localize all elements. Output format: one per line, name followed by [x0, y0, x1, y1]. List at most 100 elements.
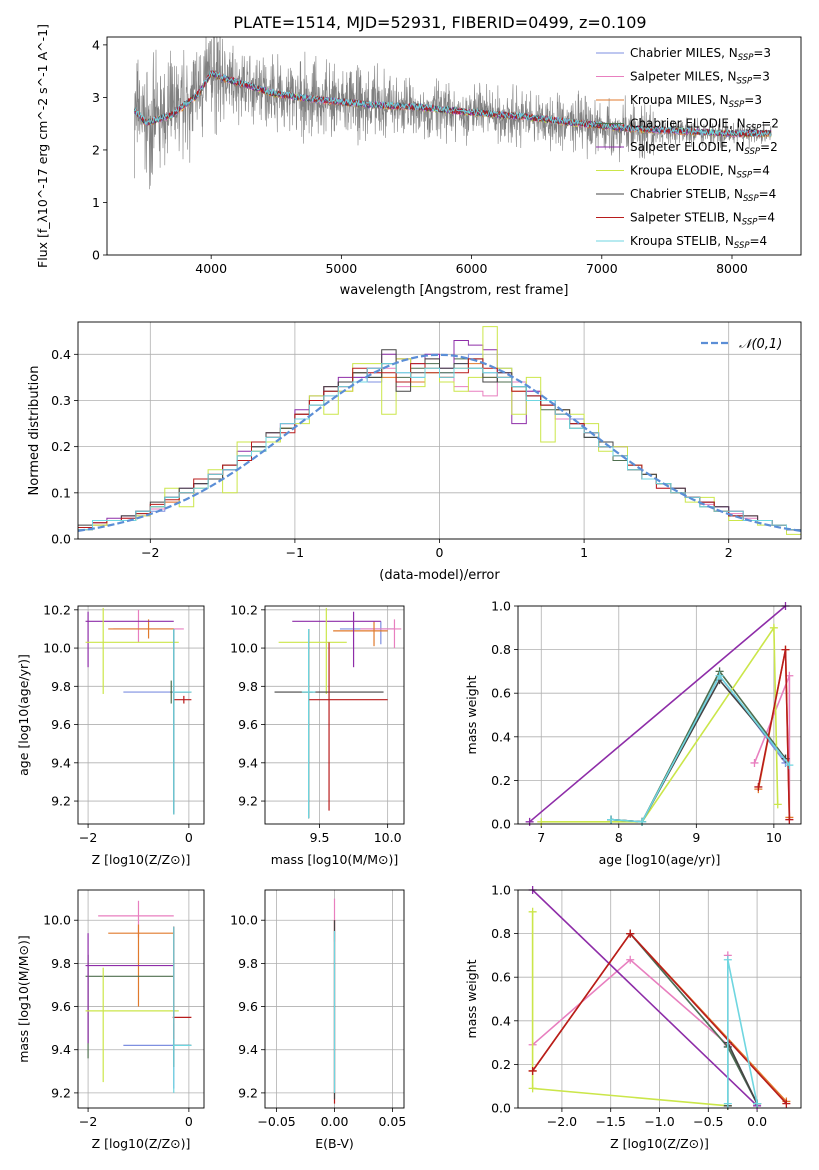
- figure-title: PLATE=1514, MJD=52931, FIBERID=0499, z=0…: [233, 13, 646, 32]
- legend-label-main: Salpeter ELODIE, N: [630, 140, 744, 154]
- legend-label: Kroupa ELODIE, NSSP=4: [630, 164, 770, 181]
- weight-marker-kroupa_stelib: [753, 1099, 762, 1108]
- y-tick-label: 0.2: [491, 773, 511, 788]
- weight-marker-salpeter_stelib: [781, 645, 790, 654]
- x-tick-label: 0: [436, 545, 444, 560]
- y-tick-label: 0.4: [491, 1013, 511, 1028]
- x-tick-label: 0.0: [747, 1114, 767, 1129]
- y-tick-label: 9.2: [238, 794, 258, 809]
- legend-label-tail: =2: [760, 140, 778, 154]
- legend-label-tail: =2: [761, 117, 779, 131]
- x-tick-label: 10.0: [374, 830, 402, 845]
- axes-frame: [264, 889, 405, 1109]
- axes-frame: [517, 889, 802, 1109]
- y-tick-label: 9.8: [238, 956, 258, 971]
- legend-label-tail: =3: [752, 70, 770, 84]
- legend-label: Chabrier ELODIE, NSSP=2: [630, 117, 779, 134]
- weight-line-salpeter_elodie: [532, 890, 758, 1107]
- legend-label-sub: SSP: [737, 77, 753, 87]
- weight-marker-kroupa_elodie: [537, 817, 546, 826]
- legend-label-main: Chabrier ELODIE, N: [630, 117, 746, 131]
- x-tick-label: −2: [79, 830, 97, 845]
- y-tick-label: 2: [92, 142, 100, 157]
- x-tick-label: −0.5: [693, 1114, 723, 1129]
- age_vs_z-panel: −2 0 9.2 9.4 9.6 9.8 10.0 10.2 Z [log10(Z/Z⊙)] ag…: [16, 602, 205, 867]
- legend-label-sub: SSP: [743, 194, 759, 204]
- legend-label-main: Kroupa ELODIE, N: [630, 164, 737, 178]
- x-tick-label: −1.5: [596, 1114, 626, 1129]
- y-tick-label: 1: [92, 195, 100, 210]
- x-tick-label: 0: [185, 830, 193, 845]
- legend-label-main: Kroupa MILES, N: [630, 93, 729, 107]
- x-axis-label: wavelength [Angstrom, rest frame]: [340, 283, 569, 298]
- axes-frame: [106, 36, 802, 256]
- axes-frame: [77, 321, 802, 540]
- weight-marker-kroupa_elodie: [528, 907, 537, 916]
- y-axis-label: age [log10(age/yr)]: [16, 654, 31, 776]
- x-tick-label: 9.5: [310, 830, 330, 845]
- legend-label: Kroupa STELIB, NSSP=4: [630, 234, 767, 251]
- weight-marker-kroupa_elodie: [773, 800, 782, 809]
- x-axis-label: (data-model)/error: [379, 568, 500, 583]
- legend-label-tail: =3: [744, 93, 762, 107]
- x-tick-label: −1: [286, 545, 304, 560]
- axes-frame: [264, 605, 405, 825]
- x-tick-label: 2: [725, 545, 733, 560]
- legend-label: Salpeter STELIB, NSSP=4: [630, 211, 775, 228]
- y-tick-label: 9.6: [238, 999, 258, 1014]
- y-tick-label: 9.8: [51, 956, 71, 971]
- weight-marker-kroupa_stelib: [607, 815, 616, 824]
- x-tick-label: 7: [537, 830, 545, 845]
- x-tick-label: 8: [615, 830, 623, 845]
- x-tick-label: −2: [79, 1114, 97, 1129]
- y-tick-label: 0.1: [51, 485, 71, 500]
- mass_vs_ebv-panel: −0.05 0.00 0.05 9.2 9.4 9.6 9.8 10.0 E(B-V): [230, 889, 406, 1151]
- legend-label: 𝒩(0,1): [739, 337, 782, 352]
- y-tick-label: 0.6: [491, 970, 511, 985]
- y-tick-label: 9.8: [51, 679, 71, 694]
- y-tick-label: 9.4: [238, 755, 258, 770]
- y-tick-label: 0.8: [491, 926, 511, 941]
- legend-label: Chabrier STELIB, NSSP=4: [630, 187, 776, 204]
- weight-line-chabrier_miles: [629, 933, 758, 1104]
- x-tick-label: −1.0: [644, 1114, 674, 1129]
- y-tick-label: 9.6: [51, 717, 71, 732]
- x-axis-label: age [log10(age/yr)]: [599, 852, 721, 867]
- y-tick-label: 4: [92, 37, 100, 52]
- weight-marker-salpeter_stelib: [626, 929, 635, 938]
- legend-label-sub: SSP: [746, 124, 762, 134]
- legend-label-main: Salpeter STELIB, N: [630, 211, 742, 225]
- legend-label-main: Kroupa STELIB, N: [630, 234, 734, 248]
- legend-label-tail: =4: [759, 187, 777, 201]
- legend-label: Chabrier MILES, NSSP=3: [630, 46, 771, 63]
- y-tick-label: 10.2: [43, 602, 71, 617]
- weight-marker-salpeter_stelib: [528, 1066, 537, 1075]
- legend-label-sub: SSP: [729, 100, 745, 110]
- y-tick-label: 1.0: [491, 599, 511, 614]
- normal-curve: [78, 353, 801, 532]
- weight-marker-kroupa_stelib: [715, 671, 724, 680]
- x-tick-label: 5000: [325, 261, 357, 276]
- weight-line-salpeter_elodie: [529, 606, 787, 823]
- y-tick-label: 0.2: [51, 439, 71, 454]
- age_vs_mass-panel: 9.5 10.0 9.2 9.4 9.6 9.8 10.0 10.2 mass [log10(M…: [230, 602, 405, 867]
- legend-label-main: Salpeter MILES, N: [630, 70, 737, 84]
- y-tick-label: 9.6: [51, 999, 71, 1014]
- x-tick-label: 0: [185, 1114, 193, 1129]
- x-axis-label: Z [log10(Z/Z⊙)]: [92, 852, 191, 867]
- weight-line-chabrier_elodie: [610, 669, 787, 823]
- model-spectrum-kroupa_stelib: [133, 69, 772, 138]
- axes-frame: [517, 605, 802, 825]
- weight-line-kroupa_stelib: [610, 674, 791, 823]
- model-spectrum-salpeter_stelib: [134, 70, 772, 138]
- y-tick-label: 0.4: [491, 729, 511, 744]
- y-tick-label: 0.0: [491, 817, 511, 832]
- x-tick-label: 4000: [195, 261, 227, 276]
- x-tick-label: −2: [141, 545, 159, 560]
- weight-marker-kroupa_elodie: [769, 623, 778, 632]
- histogram-kroupa_stelib: [78, 363, 801, 531]
- legend-label-sub: SSP: [742, 218, 758, 228]
- y-tick-label: 10.0: [230, 913, 258, 928]
